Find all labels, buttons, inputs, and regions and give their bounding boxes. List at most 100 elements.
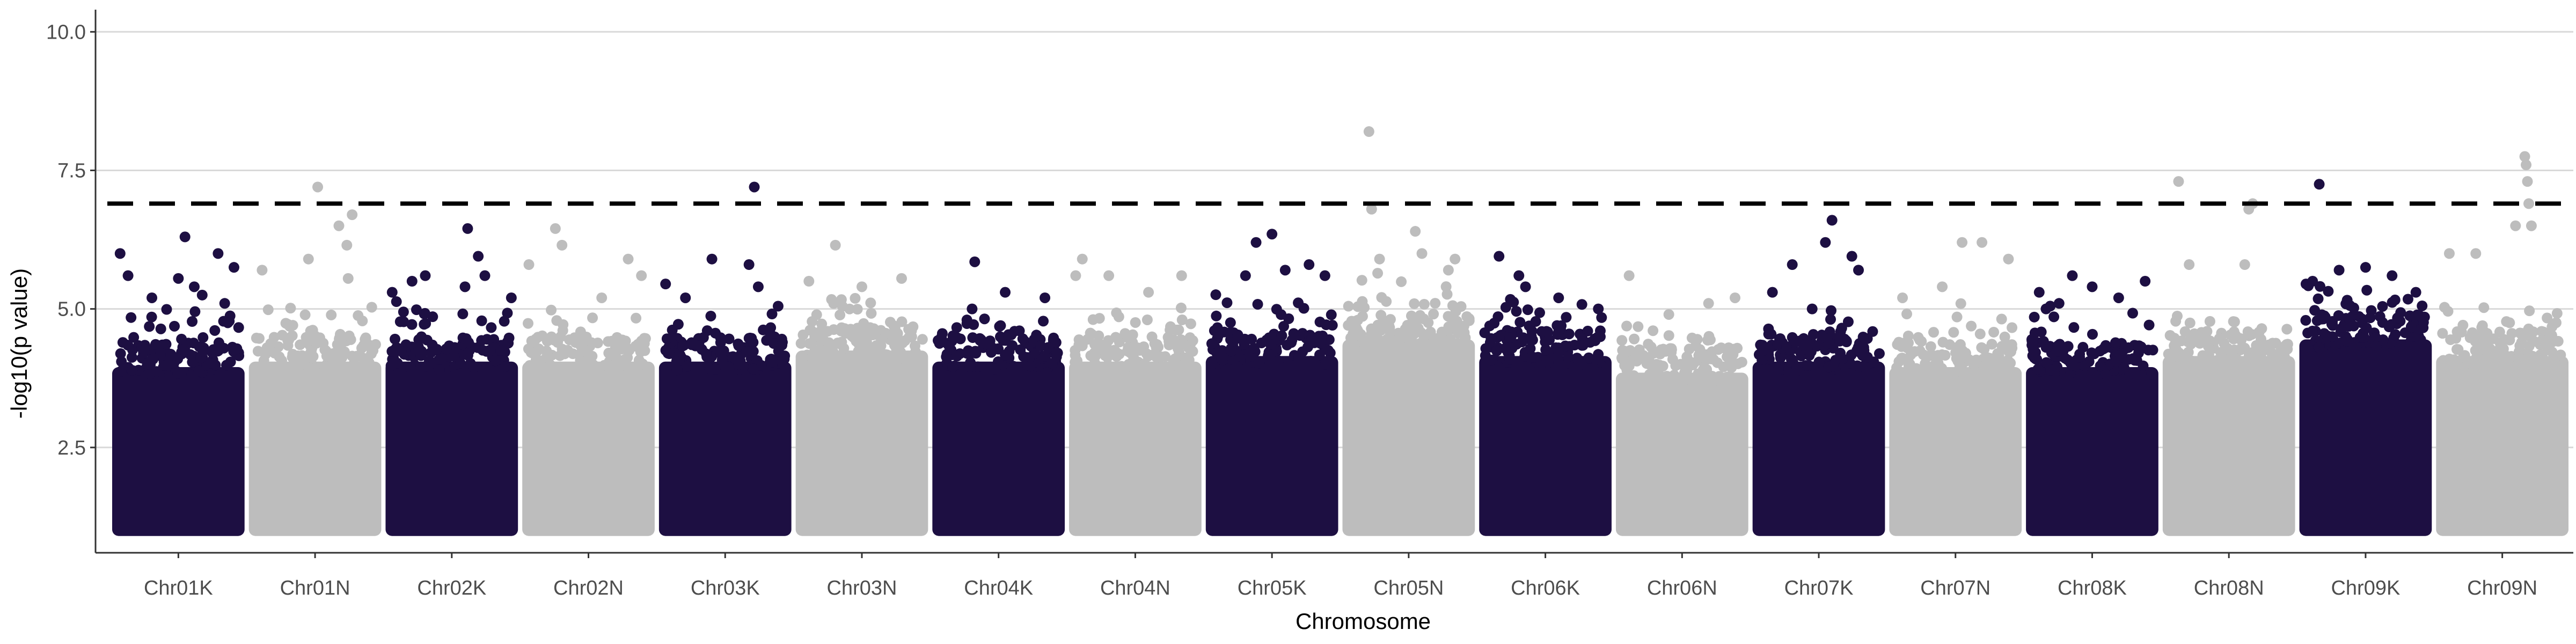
data-point (2032, 363, 2044, 375)
data-point (425, 347, 436, 358)
peak-point (506, 292, 517, 303)
data-point (581, 364, 592, 376)
peak-point (1267, 229, 1278, 240)
data-point (557, 343, 568, 355)
x-tick-label: Chr04K (964, 577, 1033, 599)
data-point (2110, 337, 2121, 348)
data-point (500, 361, 511, 372)
dense-points (2162, 356, 2295, 536)
peak-point (1663, 309, 1674, 320)
chromosome-band-chr07n (1889, 237, 2022, 536)
dense-points (658, 361, 792, 536)
peak-point (341, 239, 353, 251)
data-point (1996, 313, 2007, 325)
data-point (1522, 304, 1533, 316)
chromosome-band-chr05n (1342, 126, 1475, 536)
peak-point (342, 273, 354, 284)
data-point (176, 333, 187, 345)
data-point (1504, 354, 1516, 365)
data-point (2374, 311, 2385, 322)
data-point (575, 326, 586, 338)
peak-point (706, 253, 718, 265)
data-point (2366, 305, 2377, 316)
data-point (2235, 343, 2246, 355)
data-point (1491, 345, 1502, 356)
chromosome-band-chr07k (1752, 215, 1885, 536)
data-point (1722, 371, 1733, 383)
data-point (2377, 301, 2388, 312)
data-point (660, 345, 671, 356)
data-point (603, 347, 614, 358)
data-point (1661, 371, 1672, 382)
data-point (197, 346, 209, 357)
data-point (809, 345, 821, 356)
data-point (1633, 321, 1644, 332)
data-point (1825, 305, 1836, 316)
data-point (630, 341, 641, 352)
data-point (413, 340, 424, 352)
data-point (1372, 319, 1384, 331)
data-point (1141, 314, 1153, 325)
peak-point (1366, 203, 1377, 215)
data-point (2026, 334, 2037, 345)
data-point (2542, 312, 2553, 324)
data-point (285, 303, 296, 314)
data-point (366, 302, 377, 313)
peak-point (1374, 253, 1385, 265)
data-point (952, 350, 963, 362)
data-point (332, 339, 343, 350)
chromosome-band-chr06k (1479, 251, 1612, 536)
peak-point (2510, 220, 2521, 231)
data-point (868, 323, 880, 334)
data-point (686, 339, 697, 350)
data-point (2225, 330, 2236, 341)
data-point (1402, 320, 1413, 331)
data-point (1038, 316, 1049, 327)
x-tick-label: Chr08N (2194, 577, 2264, 599)
data-point (1576, 299, 1587, 310)
data-point (1837, 353, 1848, 364)
data-point (1755, 364, 1766, 376)
peak-point (1416, 248, 1428, 259)
data-point (1155, 351, 1167, 362)
peak-point (1240, 270, 1251, 281)
peak-point (1513, 270, 1525, 281)
peak-point (830, 239, 841, 251)
data-point (822, 343, 833, 355)
data-point (1952, 355, 1964, 367)
data-point (2041, 341, 2053, 353)
data-point (420, 318, 431, 329)
data-point (2451, 326, 2463, 337)
data-point (618, 340, 630, 351)
data-point (2528, 326, 2539, 338)
data-point (888, 352, 899, 363)
data-point (723, 333, 735, 345)
data-point (1763, 323, 1774, 334)
data-point (1722, 351, 1733, 362)
data-point (222, 317, 233, 328)
data-point (2405, 321, 2417, 332)
data-point (2116, 351, 2127, 362)
x-tick-label: Chr02N (553, 577, 624, 599)
peak-point (213, 248, 224, 259)
data-point (1265, 339, 1276, 350)
peak-point (772, 301, 784, 312)
data-point (1158, 364, 1169, 375)
data-point (305, 348, 317, 360)
data-point (968, 319, 979, 330)
peak-point (1103, 270, 1115, 281)
data-point (2054, 339, 2066, 350)
data-point (1271, 304, 1282, 315)
dense-points (112, 367, 245, 536)
data-point (1085, 327, 1096, 339)
peak-point (2053, 298, 2065, 309)
peak-point (122, 270, 134, 281)
data-point (1480, 343, 1491, 354)
data-point (1775, 352, 1786, 363)
data-point (1499, 343, 1511, 354)
peak-point (1787, 259, 1798, 270)
peak-point (147, 292, 158, 303)
data-point (2170, 350, 2181, 362)
data-point (1986, 339, 1997, 350)
